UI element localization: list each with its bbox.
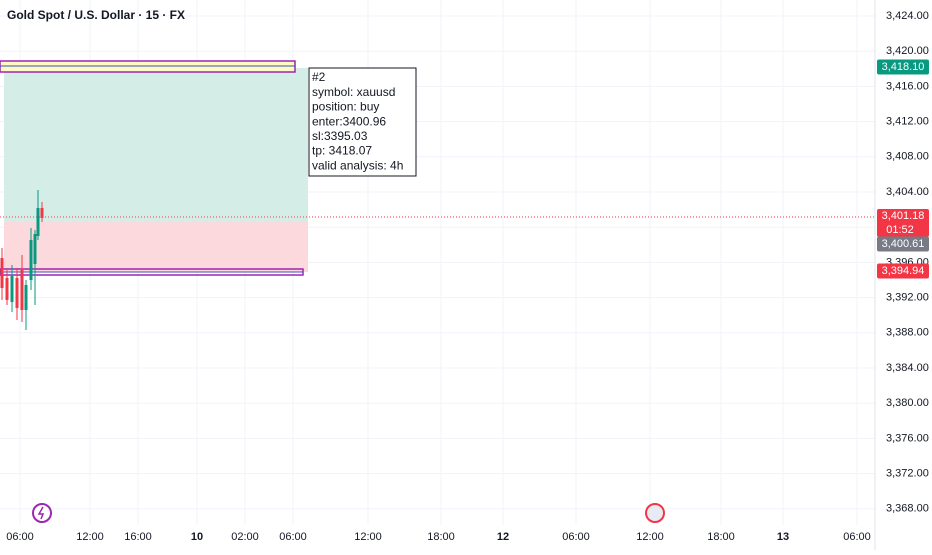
time-label: 06:00 [6, 531, 34, 543]
price-tags: 3,418.10 3,401.18 01:52 3,400.61 3,394.94 [877, 59, 929, 279]
price-label: 3,416.00 [886, 80, 929, 92]
price-label: 3,376.00 [886, 432, 929, 444]
time-label: 06:00 [279, 531, 307, 543]
time-axis: 06:00 12:00 16:00 10 02:00 06:00 12:00 18:00 12 0… [6, 531, 871, 543]
time-label: 13 [777, 531, 789, 543]
time-label: 12:00 [636, 531, 664, 543]
time-label: 18:00 [707, 531, 735, 543]
sl-tag: 3,394.94 [882, 265, 925, 277]
profit-zone [4, 68, 308, 222]
price-label: 3,420.00 [886, 45, 929, 57]
time-label: 18:00 [427, 531, 455, 543]
mid-tag-bg [877, 236, 929, 252]
annotation-line: position: buy [312, 100, 379, 114]
last-price-tag: 3,401.18 [882, 210, 925, 222]
price-label: 3,372.00 [886, 468, 929, 480]
candles [0, 190, 44, 330]
mid-tag: 3,400.61 [882, 238, 925, 250]
annotation-line: enter:3400.96 [312, 114, 386, 128]
price-label: 3,380.00 [886, 397, 929, 409]
countdown-tag: 01:52 [886, 224, 914, 236]
time-label: 10 [191, 531, 203, 543]
tp-tag-bg [877, 59, 929, 75]
tp-tag: 3,418.10 [882, 61, 925, 73]
price-label: 3,412.00 [886, 116, 929, 128]
sl-tag-bg [877, 263, 929, 279]
time-label: 12:00 [354, 531, 382, 543]
time-label: 12:00 [76, 531, 104, 543]
price-label: 3,392.00 [886, 292, 929, 304]
annotation-line: tp: 3418.07 [312, 144, 372, 158]
time-label: 02:00 [231, 531, 259, 543]
price-label: 3,408.00 [886, 151, 929, 163]
time-label: 16:00 [124, 531, 152, 543]
last-tag-bg [877, 209, 929, 237]
event-icon[interactable] [32, 503, 52, 523]
event-bolt [37, 506, 45, 520]
price-label: 3,424.00 [886, 10, 929, 22]
annotation-line: valid analysis: 4h [312, 158, 403, 172]
time-label: 06:00 [562, 531, 590, 543]
us-event-icon[interactable] [645, 503, 665, 523]
symbol-title: Gold Spot / U.S. Dollar · 15 · FX [7, 8, 185, 22]
loss-zone [4, 222, 308, 272]
price-label: 3,384.00 [886, 362, 929, 374]
time-label: 06:00 [843, 531, 871, 543]
price-label: 3,368.00 [886, 503, 929, 515]
annotation-line: symbol: xauusd [312, 85, 395, 99]
price-label: 3,388.00 [886, 327, 929, 339]
time-label: 12 [497, 531, 509, 543]
annotation-line: sl:3395.03 [312, 129, 368, 143]
annotation-line: #2 [312, 70, 326, 84]
annotation-box [308, 67, 417, 177]
price-label: 3,404.00 [886, 186, 929, 198]
